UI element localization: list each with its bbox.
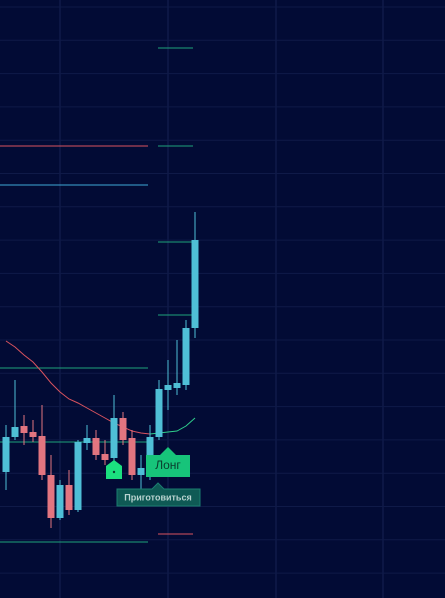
candle-body <box>74 442 82 510</box>
candle-body <box>173 383 181 388</box>
candle-body <box>29 432 37 437</box>
candle-body <box>92 438 100 455</box>
candle-body <box>110 418 118 458</box>
candle-body <box>83 438 91 443</box>
candle-body <box>20 426 28 433</box>
marker-shape <box>106 460 122 479</box>
candle-body <box>47 475 55 518</box>
marker-dot <box>112 470 116 474</box>
plot <box>0 47 199 543</box>
candle-body <box>137 468 145 475</box>
candle-body <box>11 427 19 437</box>
prepare-box <box>116 482 201 507</box>
candle-body <box>65 485 73 510</box>
candle-body <box>2 437 10 472</box>
long-label: Лонг <box>146 447 190 477</box>
candle-body <box>182 328 190 385</box>
candle-body <box>128 438 136 475</box>
candle-body <box>38 436 46 475</box>
long-text: Лонг <box>155 458 181 472</box>
prepare-text: Приготовиться <box>124 492 191 502</box>
candle-body <box>101 454 109 460</box>
candle-body <box>56 485 64 518</box>
candle-body <box>155 389 163 437</box>
candle-body <box>164 385 172 390</box>
marker-plus <box>106 460 122 479</box>
prepare-label: Приготовиться <box>116 482 201 507</box>
candle-body <box>191 240 199 328</box>
long-box <box>146 447 190 477</box>
candle-body <box>119 418 127 440</box>
candle-body <box>146 437 154 470</box>
